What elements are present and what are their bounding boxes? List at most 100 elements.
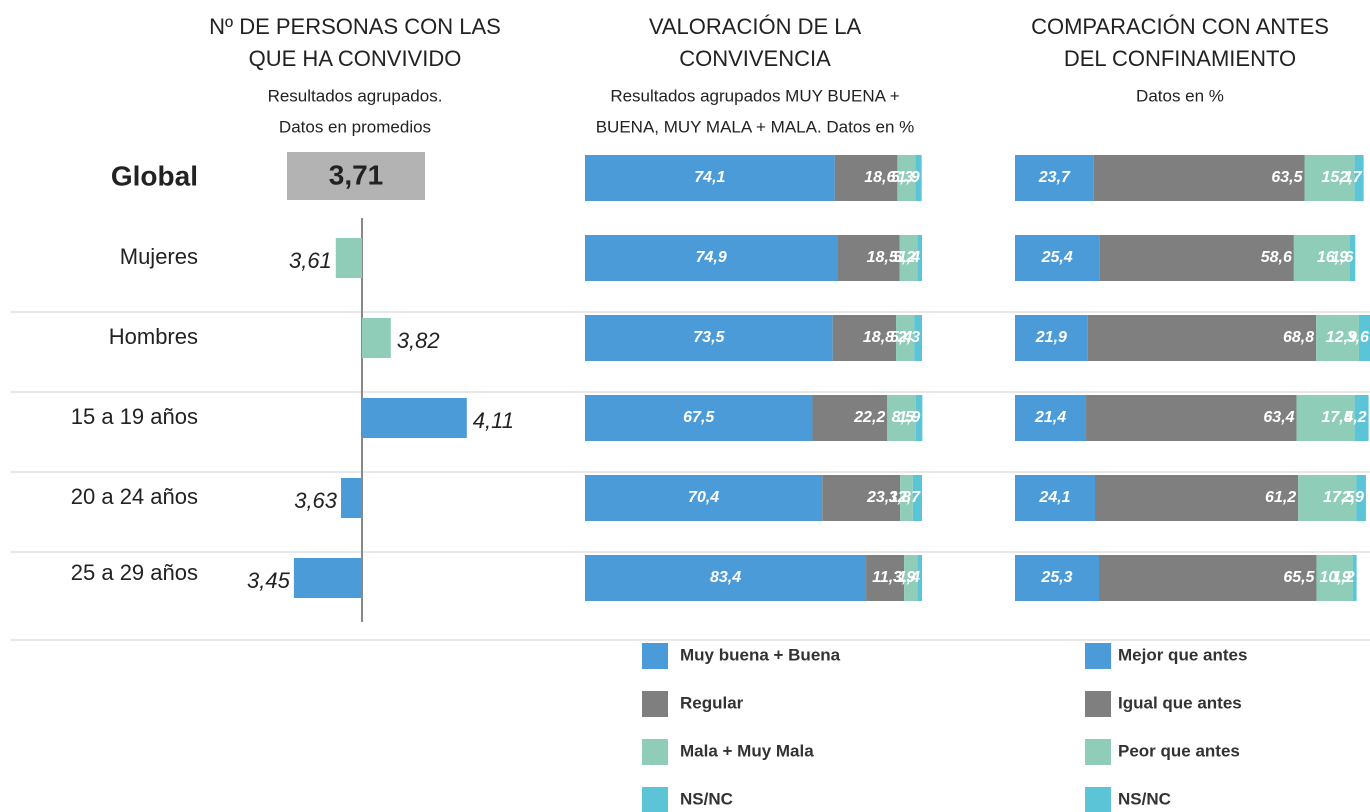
legend-swatch (1085, 787, 1111, 812)
segment (1095, 475, 1299, 521)
segment (822, 475, 901, 521)
segment-label: 12,9 (1326, 329, 1357, 346)
chart-title: VALORACIÓN DE LA (649, 14, 862, 39)
segment-label: 3,9 (893, 569, 915, 586)
segment (1354, 395, 1369, 441)
chart-title: DEL CONFINAMIENTO (1064, 46, 1296, 71)
bar (362, 398, 467, 438)
segment-label: 3,6 (1347, 329, 1369, 346)
legend-label: Muy buena + Buena (680, 645, 841, 664)
segment (866, 555, 905, 601)
segment-label: 1,9 (898, 409, 920, 426)
segment (1015, 395, 1087, 441)
segment (812, 395, 888, 441)
segment (1086, 395, 1297, 441)
segment (1358, 315, 1370, 361)
segment-label: 11,3 (872, 569, 902, 586)
legend-swatch (642, 787, 668, 812)
chart-subtitle: Resultados agrupados MUY BUENA + (610, 86, 899, 105)
segment (834, 155, 898, 201)
legend-label: Mejor que antes (1118, 645, 1247, 664)
segment (896, 315, 915, 361)
row-label: Hombres (109, 324, 198, 349)
global-box (287, 152, 425, 200)
legend-swatch (642, 739, 668, 765)
segment (1015, 315, 1088, 361)
segment (1352, 555, 1357, 601)
segment-label: 16,9 (1317, 249, 1348, 266)
segment-label: 10,9 (1320, 569, 1351, 586)
segment (585, 555, 867, 601)
segment (1015, 155, 1094, 201)
segment-label: 68,8 (1283, 329, 1314, 346)
segment-label: 18,6 (864, 169, 895, 186)
segment (585, 235, 838, 281)
legend-swatch (1085, 739, 1111, 765)
legend-swatch (1085, 691, 1111, 717)
segment (1349, 235, 1356, 281)
segment-label: 17,5 (1323, 489, 1355, 506)
segment-label: 25,3 (1040, 569, 1072, 586)
legend-label: Mala + Muy Mala (680, 741, 814, 760)
segment-label: 65,5 (1283, 569, 1315, 586)
legend-label: Regular (680, 693, 744, 712)
segment-label: 24,1 (1038, 489, 1070, 506)
segment (1296, 395, 1355, 441)
value-label: 3,45 (247, 568, 291, 593)
segment-label: 18,8 (863, 329, 894, 346)
legend-swatch (1085, 643, 1111, 669)
row-label: 15 a 19 años (71, 404, 198, 429)
segment (915, 395, 923, 441)
segment (904, 555, 918, 601)
bar (362, 318, 391, 358)
segment (585, 475, 823, 521)
row-label: 20 a 24 años (71, 484, 198, 509)
legend-label: Peor que antes (1118, 741, 1240, 760)
segment (1099, 235, 1294, 281)
segment (1356, 475, 1366, 521)
segment-label: 2,3 (897, 329, 920, 346)
segment-label: 73,5 (693, 329, 725, 346)
chart-subtitle: BUENA, MUY MALA + MALA. Datos en % (596, 117, 915, 136)
segment-label: 74,9 (696, 249, 727, 266)
value-label: 3,63 (294, 488, 338, 513)
chart-title: CONVIVENCIA (679, 46, 831, 71)
segment-label: 23,1 (866, 489, 898, 506)
segment-label: 8,5 (892, 409, 915, 426)
segment-label: 2,9 (1341, 489, 1364, 506)
segment (1304, 155, 1355, 201)
segment (1354, 155, 1364, 201)
segment (912, 475, 922, 521)
segment (1015, 555, 1099, 601)
legend-swatch (642, 643, 668, 669)
segment-label: 70,4 (688, 489, 719, 506)
segment (1316, 315, 1359, 361)
value-label: 3,82 (397, 328, 440, 353)
segment-label: 74,1 (694, 169, 725, 186)
legend-label: Igual que antes (1118, 693, 1242, 712)
segment (897, 155, 916, 201)
segment (915, 155, 922, 201)
segment-label: 61,2 (1265, 489, 1296, 506)
segment-label: 67,5 (683, 409, 715, 426)
segment (1293, 235, 1350, 281)
segment-label: 2,7 (1338, 169, 1362, 186)
segment-label: 1,6 (1331, 249, 1353, 266)
segment (917, 555, 922, 601)
segment (1093, 155, 1305, 201)
segment-label: 1,2 (1332, 569, 1354, 586)
segment (900, 475, 913, 521)
value-label: 3,61 (289, 248, 332, 273)
segment-label: 17,5 (1321, 409, 1353, 426)
chart-title: QUE HA CONVIVIDO (249, 46, 462, 71)
segment (1015, 235, 1100, 281)
segment (1298, 475, 1357, 521)
segment-label: 83,4 (710, 569, 741, 586)
segment-label: 25,4 (1041, 249, 1073, 266)
chart-title: Nº DE PERSONAS CON LAS (209, 14, 501, 39)
segment (1087, 315, 1317, 361)
segment-label: 15,1 (1321, 169, 1352, 186)
segment (899, 235, 918, 281)
legend-label: NS/NC (1118, 789, 1171, 808)
